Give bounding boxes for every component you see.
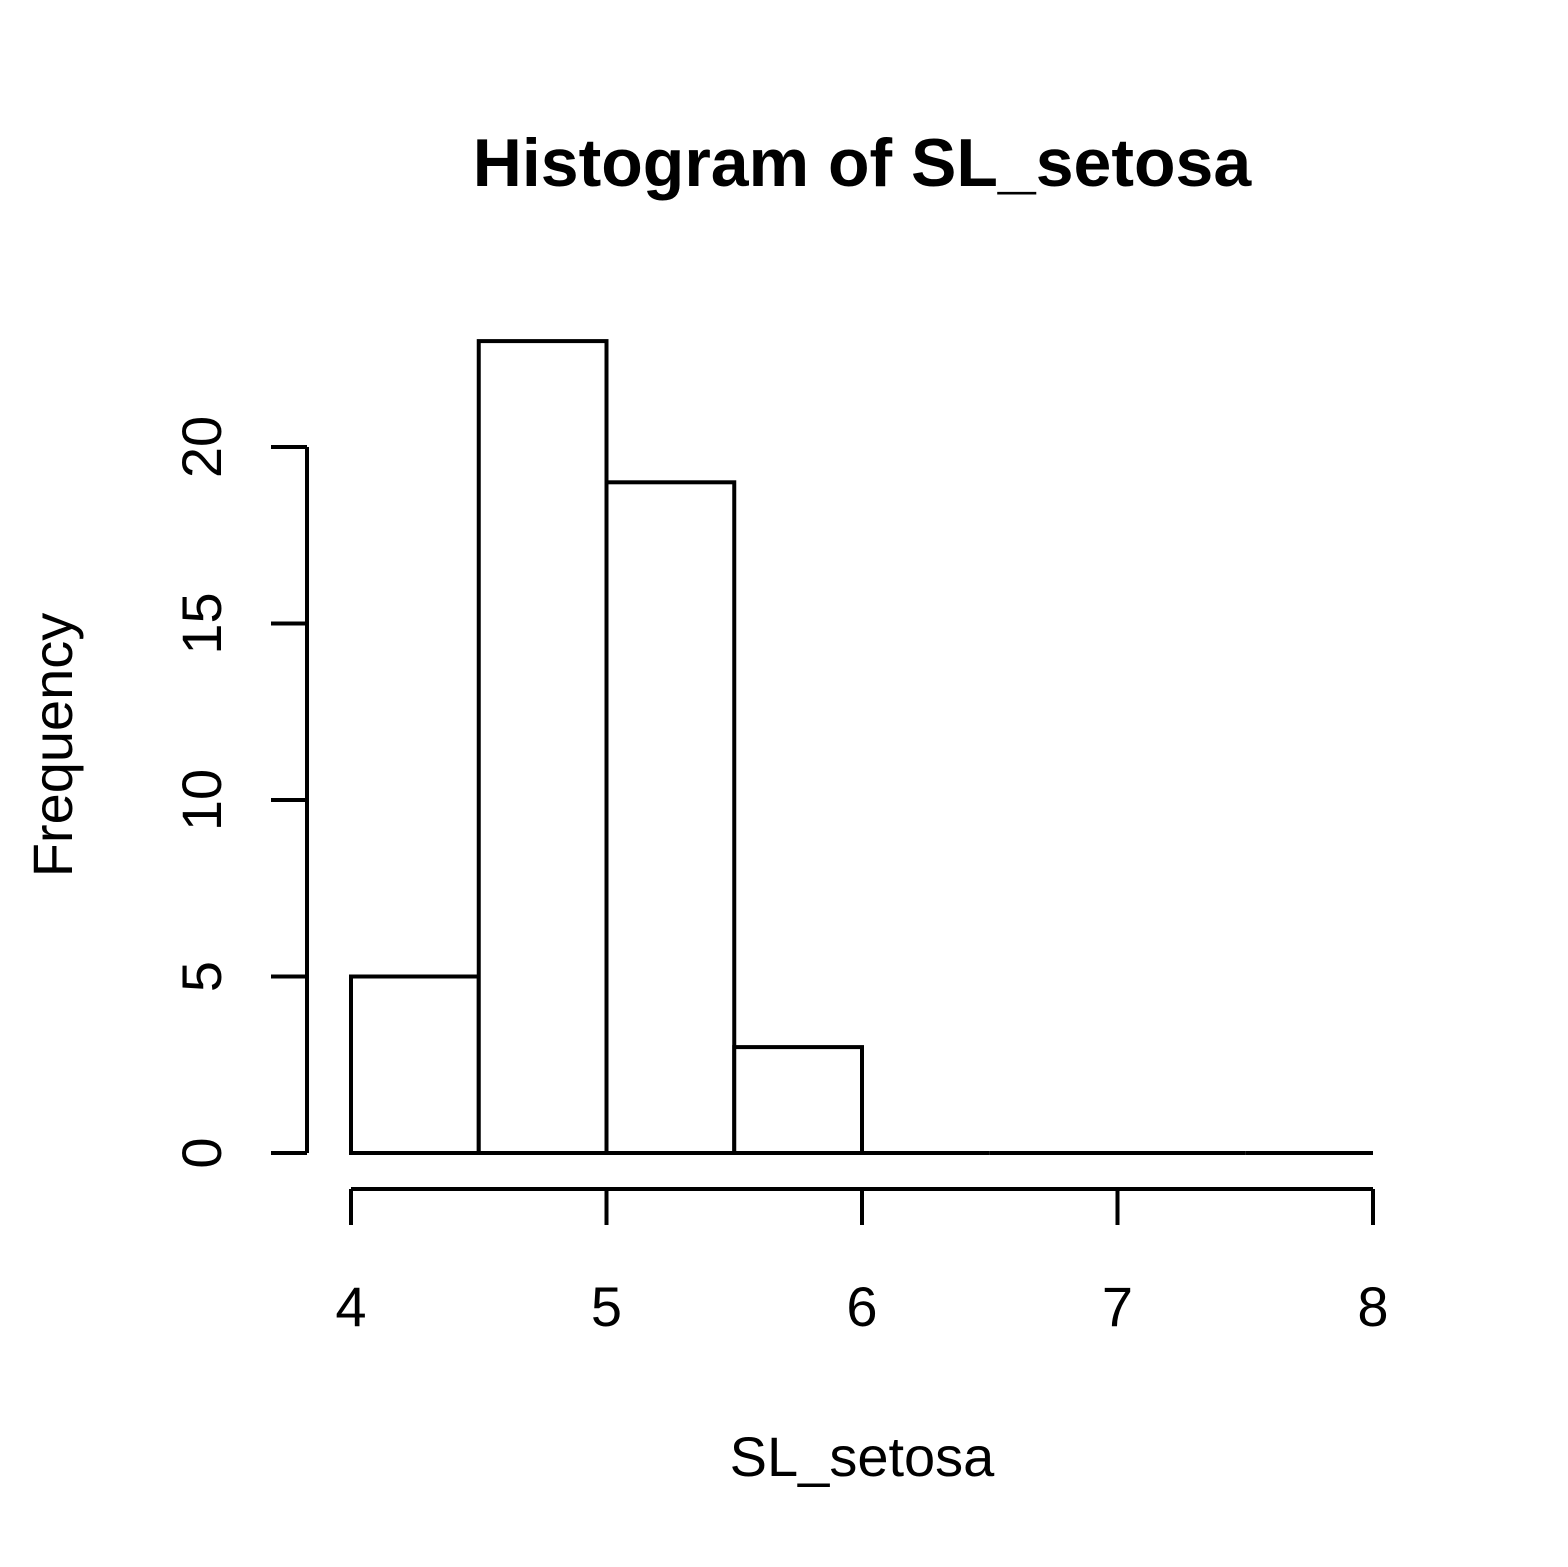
histogram-bar (349, 974, 481, 1155)
histogram-bar (476, 339, 609, 1156)
y-tick-label: 10 (170, 769, 233, 831)
chart-title: Histogram of SL_setosa (473, 125, 1253, 201)
x-tick-label: 6 (846, 1275, 877, 1338)
x-tick-label: 5 (591, 1275, 622, 1338)
x-tick-label: 7 (1102, 1275, 1133, 1338)
x-axis-label: SL_setosa (730, 1425, 995, 1488)
histogram-bars (349, 339, 1373, 1156)
y-axis-label: Frequency (21, 613, 84, 878)
y-tick-label: 20 (170, 416, 233, 478)
histogram-bar (732, 1045, 864, 1155)
y-axis: 0 5 10 15 20 (170, 416, 309, 1169)
x-tick-label: 8 (1357, 1275, 1388, 1338)
y-tick-label: 15 (170, 592, 233, 654)
y-tick-label: 5 (170, 961, 233, 992)
x-axis: 4 5 6 7 8 (335, 1187, 1389, 1338)
histogram-bar (604, 480, 737, 1155)
x-tick-label: 4 (335, 1275, 366, 1338)
y-tick-label: 0 (170, 1137, 233, 1168)
